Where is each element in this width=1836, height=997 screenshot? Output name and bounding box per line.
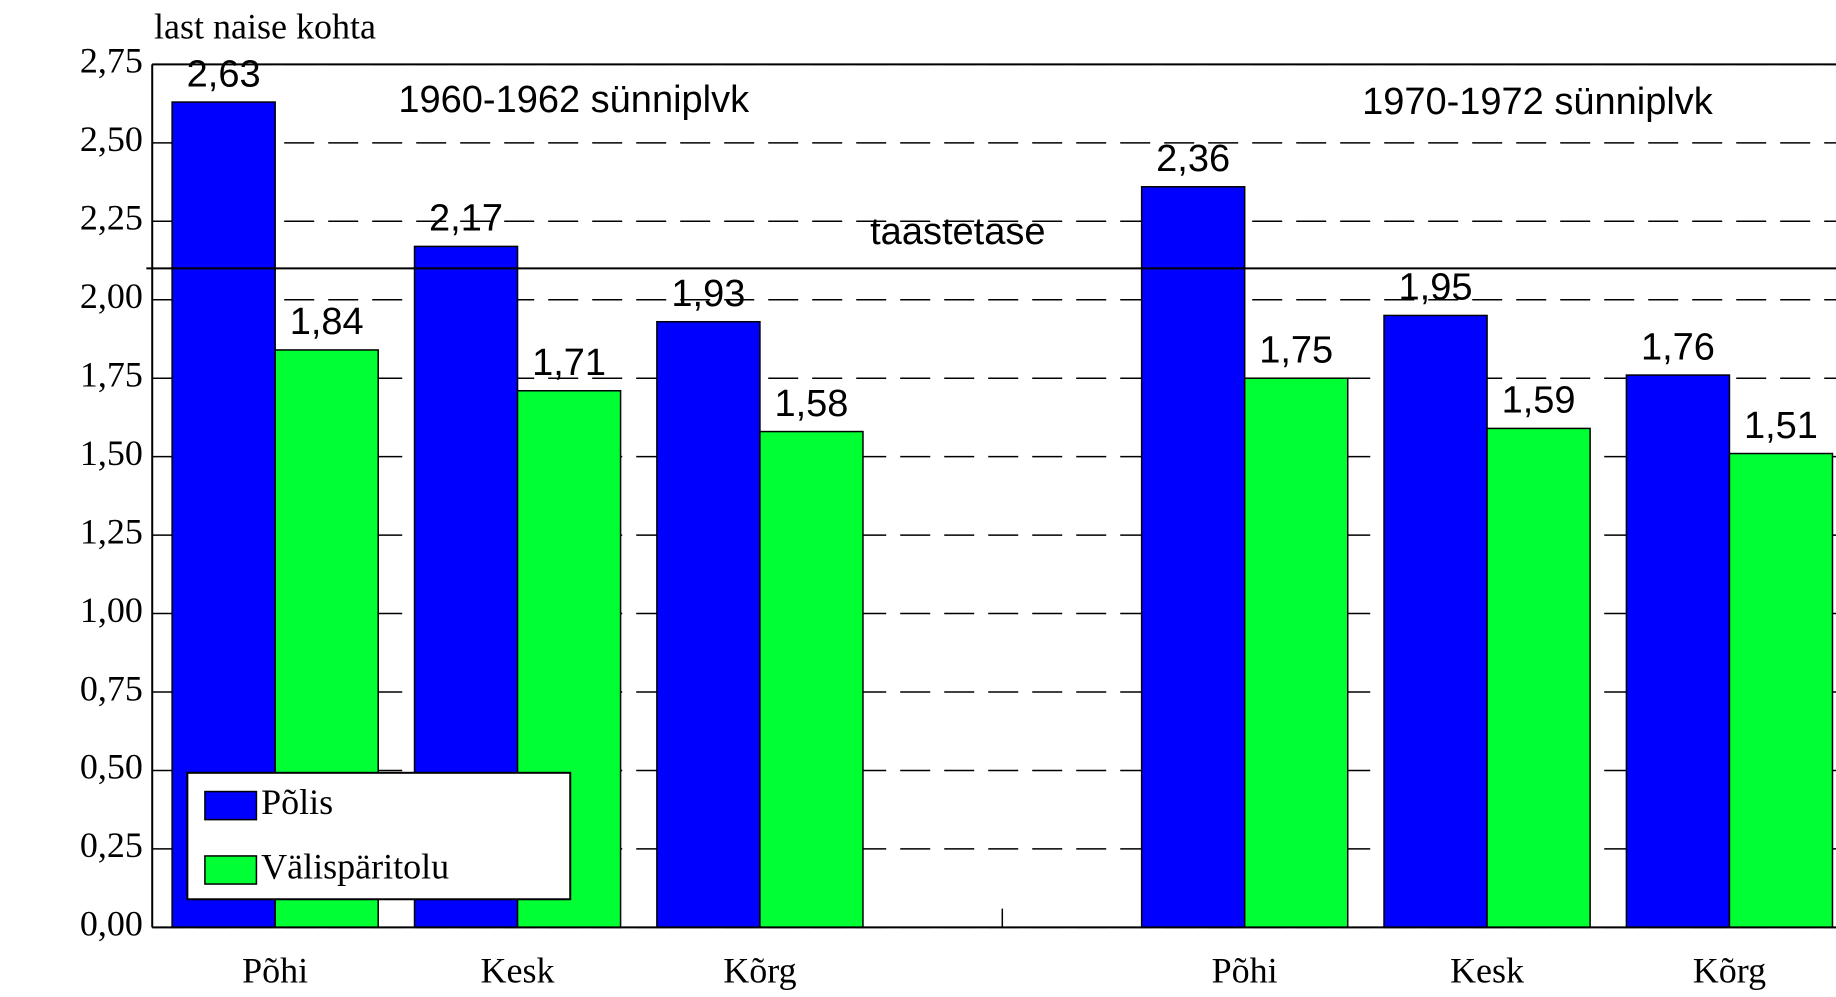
- x-tick-label: Kõrg: [1693, 950, 1766, 990]
- legend-swatch: [204, 790, 258, 821]
- data-label: 1,75: [1259, 329, 1333, 371]
- legend-label: Välispäritolu: [261, 846, 449, 886]
- legend-label: Põlis: [261, 782, 333, 822]
- bar: [1383, 314, 1488, 929]
- y-tick-label: 1,25: [80, 511, 143, 551]
- data-label: 1,95: [1399, 267, 1473, 309]
- bar: [1625, 374, 1731, 929]
- x-tick-label: Kesk: [1450, 950, 1524, 990]
- x-tick-label: Kesk: [481, 950, 555, 990]
- bar: [656, 320, 761, 929]
- annotation: 1960-1962 sünniplvk: [398, 79, 750, 121]
- x-tick-label: Põhi: [242, 950, 308, 990]
- bar: [1486, 427, 1591, 929]
- y-tick-label: 2,75: [80, 41, 143, 81]
- y-axis-label: last naise kohta: [154, 6, 376, 46]
- data-label: 1,71: [532, 342, 606, 384]
- data-label: 1,93: [671, 273, 745, 315]
- y-tick-label: 0,50: [80, 747, 143, 787]
- data-label: 2,17: [429, 198, 503, 240]
- reference-label: taastetase: [870, 211, 1045, 253]
- y-tick-label: 1,50: [80, 433, 143, 473]
- data-label: 1,59: [1502, 380, 1576, 422]
- data-label: 1,51: [1744, 405, 1818, 447]
- y-tick-label: 0,00: [80, 904, 143, 944]
- bar: [759, 430, 864, 929]
- y-tick-label: 1,75: [80, 354, 143, 394]
- y-tick-label: 0,25: [80, 825, 143, 865]
- annotation: 1970-1972 sünniplvk: [1362, 81, 1714, 123]
- y-tick-label: 2,25: [80, 198, 143, 238]
- y-tick-label: 0,75: [80, 668, 143, 708]
- x-tick-label: Kõrg: [723, 950, 796, 990]
- bar: [1140, 186, 1246, 929]
- data-label: 1,84: [290, 301, 364, 343]
- data-label: 2,36: [1156, 138, 1230, 180]
- bar: [1728, 452, 1834, 929]
- bar: [1243, 377, 1349, 929]
- legend: Põlis Välispäritolu: [186, 771, 572, 901]
- y-tick-label: 1,00: [80, 590, 143, 630]
- data-label: 2,63: [187, 53, 261, 95]
- y-tick-label: 2,50: [80, 119, 143, 159]
- legend-swatch: [204, 855, 258, 885]
- data-label: 1,76: [1641, 326, 1715, 368]
- data-label: 1,58: [774, 383, 848, 425]
- y-tick-label: 2,00: [80, 276, 143, 316]
- x-tick-label: Põhi: [1212, 950, 1278, 990]
